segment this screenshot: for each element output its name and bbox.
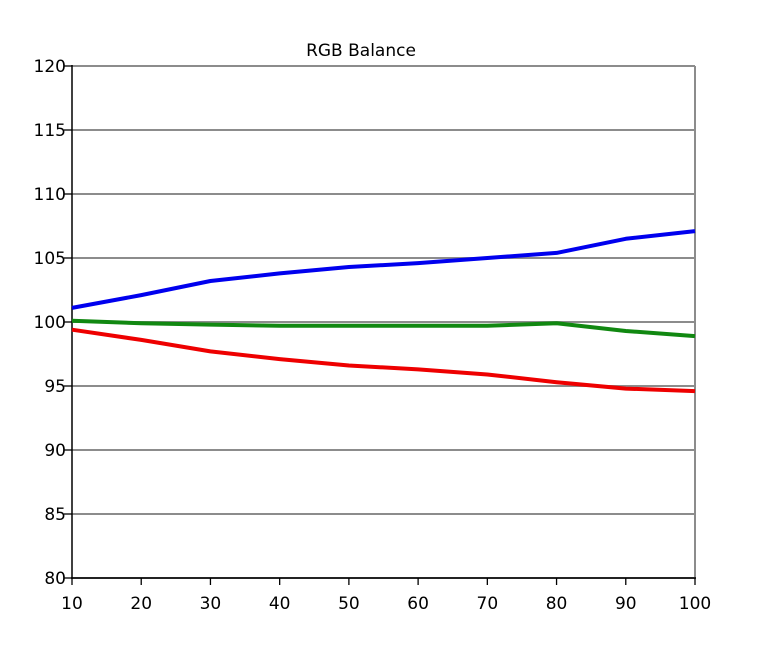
y-tick-label: 90 <box>44 441 66 461</box>
x-tick-label: 60 <box>407 594 429 614</box>
x-tick-label: 10 <box>61 594 83 614</box>
red-series-line <box>71 327 696 394</box>
y-tick-label: 95 <box>44 377 66 397</box>
x-tick-label: 100 <box>679 594 711 614</box>
x-axis-ticks: 10 20 30 40 50 60 70 80 90 100 <box>61 578 711 614</box>
x-tick-label: 20 <box>130 594 152 614</box>
series-lines <box>71 229 696 394</box>
x-tick-label: 50 <box>338 594 360 614</box>
y-tick-label: 80 <box>44 569 66 589</box>
y-tick-label: 120 <box>34 57 66 77</box>
y-tick-label: 85 <box>44 505 66 525</box>
x-tick-label: 40 <box>269 594 291 614</box>
x-tick-label: 80 <box>546 594 568 614</box>
y-tick-label: 115 <box>34 121 66 141</box>
x-tick-label: 90 <box>615 594 637 614</box>
y-tick-label: 100 <box>34 313 66 333</box>
x-tick-label: 30 <box>200 594 222 614</box>
blue-series-line <box>71 229 696 310</box>
green-series-line <box>71 318 696 339</box>
y-tick-label: 105 <box>34 249 66 269</box>
y-axis-ticks: 80 85 90 95 100 105 110 115 120 <box>34 57 72 589</box>
chart-title: RGB Balance <box>306 41 416 61</box>
x-tick-label: 70 <box>477 594 499 614</box>
y-tick-label: 110 <box>34 185 66 205</box>
